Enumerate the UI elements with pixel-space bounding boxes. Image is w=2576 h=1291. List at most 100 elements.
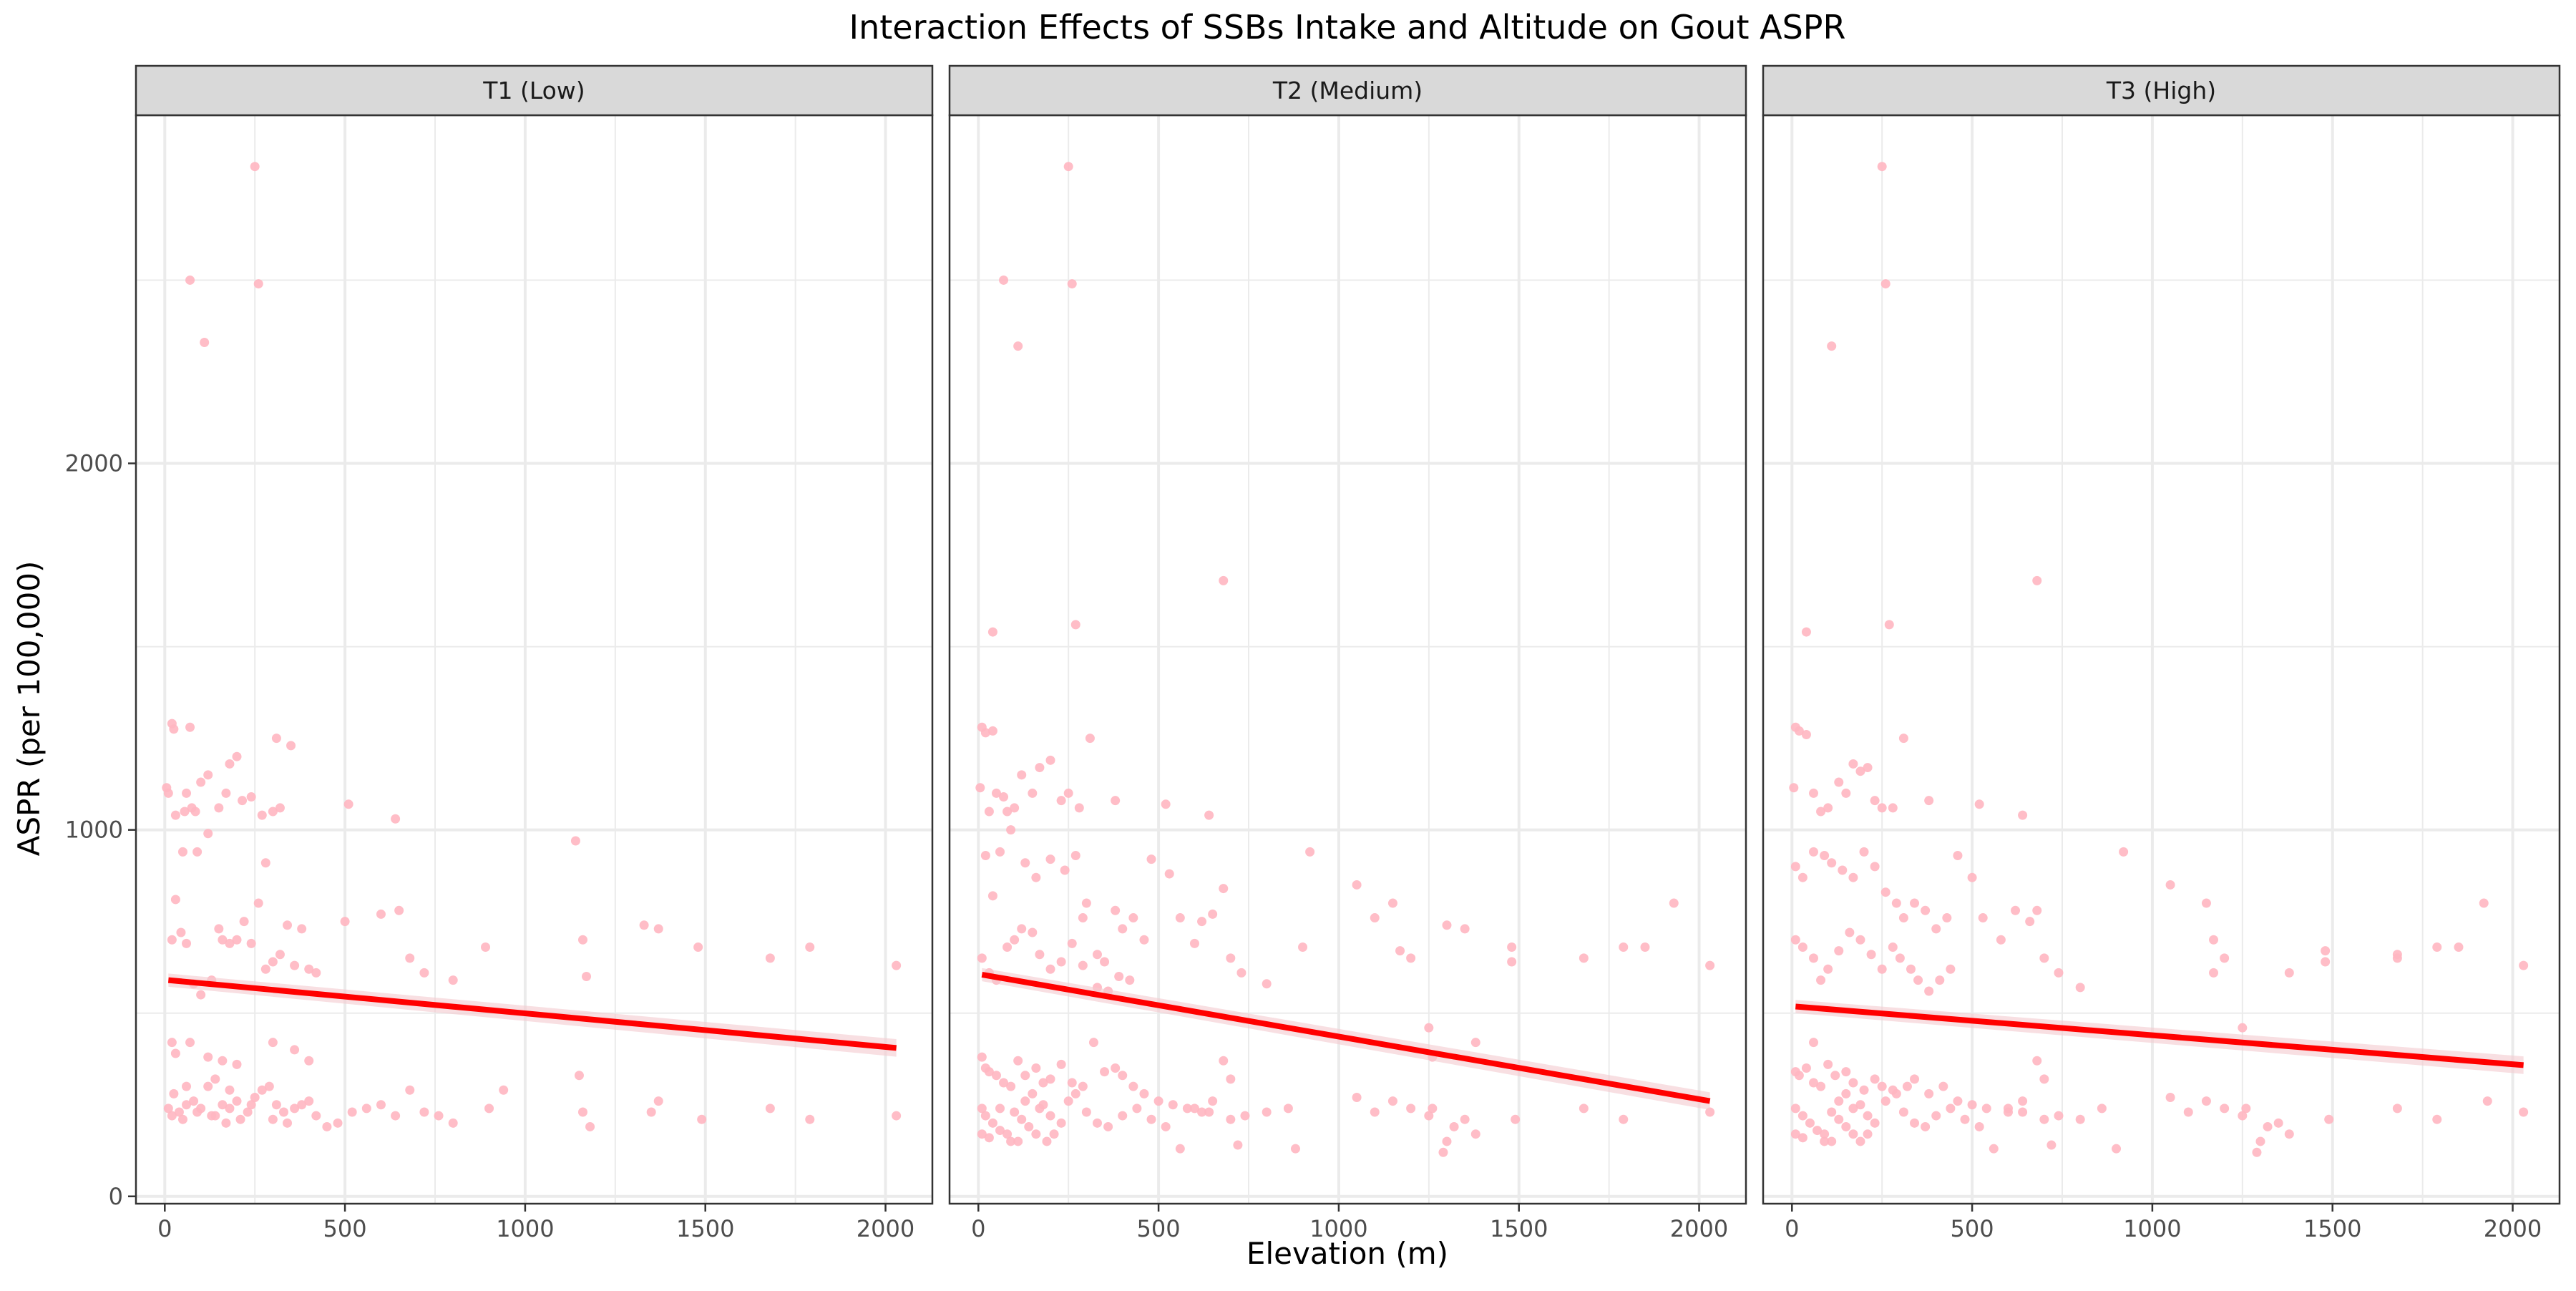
data-point <box>1406 953 1416 963</box>
data-point <box>253 279 263 289</box>
data-point <box>1226 1074 1236 1084</box>
data-point <box>2165 1092 2175 1102</box>
data-point <box>185 722 195 732</box>
data-point <box>977 1129 987 1139</box>
data-point <box>1428 1104 1438 1114</box>
data-point <box>196 990 206 1000</box>
data-point <box>340 917 350 927</box>
data-point <box>225 1085 235 1095</box>
data-point <box>434 1111 444 1121</box>
data-point <box>257 1085 267 1095</box>
data-point <box>1056 1059 1066 1069</box>
data-point <box>2018 1107 2028 1117</box>
regression-line <box>1795 1003 2524 1068</box>
data-point <box>1924 796 1934 806</box>
data-point <box>2039 1074 2049 1084</box>
data-point <box>311 1111 321 1121</box>
data-point <box>2039 1114 2049 1124</box>
x-tick-label: 0 <box>971 1215 985 1242</box>
data-point <box>1035 950 1045 960</box>
data-point <box>1081 1107 1091 1117</box>
data-point <box>177 1114 187 1124</box>
data-point <box>448 1118 458 1128</box>
y-tick-label: 0 <box>109 1183 123 1210</box>
x-tick-label: 1000 <box>2123 1215 2181 1242</box>
data-point <box>1006 1136 1016 1146</box>
data-point <box>1863 1111 1873 1121</box>
data-point <box>1352 880 1362 890</box>
data-point <box>1204 1107 1214 1117</box>
data-point <box>1880 279 1890 289</box>
data-point <box>1579 953 1589 963</box>
data-point <box>391 814 401 824</box>
data-point <box>1283 1104 1293 1114</box>
data-point <box>1045 964 1055 974</box>
data-point <box>1010 803 1020 813</box>
data-point <box>238 796 248 806</box>
data-point <box>1153 1096 1163 1106</box>
data-point <box>1877 1081 1887 1091</box>
data-point <box>2209 968 2219 978</box>
data-point <box>1161 799 1171 809</box>
data-point <box>214 924 224 934</box>
data-point <box>1855 1136 1865 1146</box>
data-point <box>2032 905 2042 915</box>
facet-strip-label: T2 (Medium) <box>1272 77 1423 104</box>
data-point <box>1233 1140 1243 1150</box>
data-point <box>1820 1136 1830 1146</box>
data-point <box>1827 858 1837 868</box>
data-point <box>1827 1136 1837 1146</box>
data-point <box>995 847 1005 857</box>
data-point <box>347 1107 357 1117</box>
data-point <box>1035 763 1045 773</box>
y-axis-title: ASPR (per 100,000) <box>11 561 47 857</box>
data-point <box>1208 909 1218 919</box>
data-point <box>2392 953 2402 963</box>
data-point <box>999 1078 1009 1088</box>
data-point <box>1834 1096 1844 1106</box>
data-point <box>203 770 213 780</box>
data-point <box>1870 796 1880 806</box>
data-point <box>1045 1074 1055 1084</box>
data-point <box>1880 1096 1890 1106</box>
data-point <box>167 1111 177 1121</box>
regression-line <box>981 971 1711 1104</box>
data-point <box>1921 905 1931 915</box>
data-point <box>311 968 321 978</box>
y-tick-label: 2000 <box>65 450 123 477</box>
data-point <box>1298 942 1308 953</box>
data-point <box>1863 1129 1873 1139</box>
data-point <box>1848 1129 1858 1139</box>
data-point <box>163 1104 173 1114</box>
data-point <box>639 920 649 930</box>
data-point <box>2075 1114 2085 1124</box>
data-point <box>577 1107 587 1117</box>
data-point <box>1953 1096 1963 1106</box>
data-point <box>221 788 231 798</box>
facet-strip-label: T3 (High) <box>2106 77 2216 104</box>
data-point <box>1827 1107 1837 1117</box>
data-point <box>1855 935 1865 945</box>
data-point <box>2454 942 2464 953</box>
data-point <box>2097 1104 2107 1114</box>
data-point <box>1797 872 1807 882</box>
data-point <box>1794 726 1804 736</box>
data-point <box>243 1107 253 1117</box>
data-point <box>1164 869 1174 879</box>
data-point <box>260 964 270 974</box>
data-point <box>297 924 307 934</box>
data-point <box>1002 1129 1013 1139</box>
data-point <box>225 1104 235 1114</box>
data-point <box>1118 1111 1128 1121</box>
data-point <box>1790 1104 1800 1114</box>
data-point <box>1006 825 1016 835</box>
data-point <box>1913 975 1923 985</box>
data-point <box>419 1107 429 1117</box>
data-point <box>185 1038 195 1048</box>
data-point <box>268 1114 278 1124</box>
data-point <box>1579 1104 1589 1114</box>
data-point <box>333 1118 343 1128</box>
regression-line <box>167 977 897 1051</box>
data-point <box>419 968 429 978</box>
